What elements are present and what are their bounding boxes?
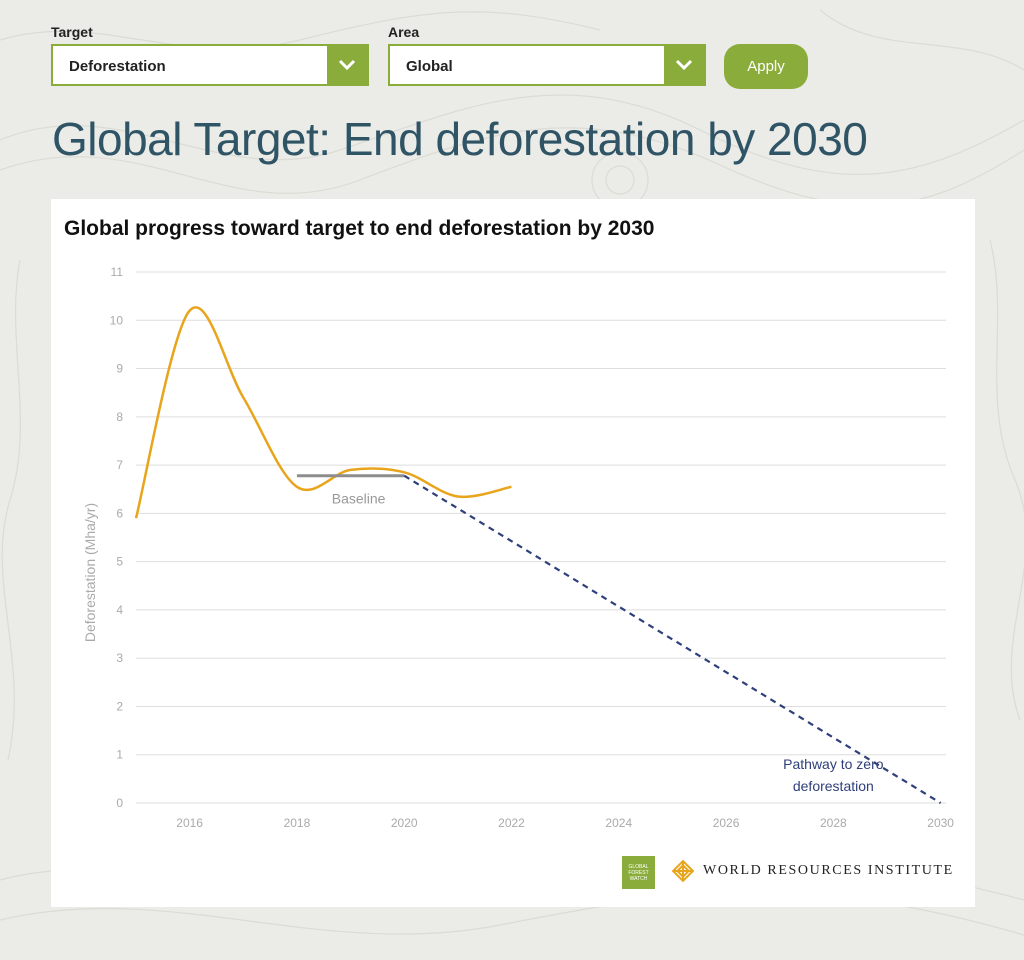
chart-plot: 0 1 2 3 4 5 6 7 8 9 10 11 2016 2018 2020 2022 2024 2026 20…	[82, 265, 954, 830]
y-tick-label: 5	[116, 555, 123, 569]
pathway-annotation: Pathway to zero	[783, 756, 884, 772]
area-dropdown-value: Global	[406, 58, 453, 75]
baseline-annotation: Baseline	[332, 491, 386, 507]
x-tick-label: 2024	[605, 816, 632, 830]
x-tick-label: 2028	[820, 816, 847, 830]
deforestation-series-line	[134, 306, 512, 519]
y-tick-label: 4	[116, 603, 123, 617]
wri-logo-text: WORLD RESOURCES INSTITUTE	[703, 863, 954, 878]
target-dropdown-value: Deforestation	[69, 58, 166, 75]
y-tick-label: 11	[111, 265, 124, 279]
y-axis-label: Deforestation (Mha/yr)	[82, 503, 98, 642]
x-tick-label: 2020	[391, 816, 418, 830]
chevron-down-icon[interactable]	[664, 46, 704, 84]
chart-title: Global progress toward target to end def…	[64, 217, 655, 240]
page-title: Global Target: End deforestation by 2030	[52, 113, 868, 165]
y-tick-label: 3	[116, 651, 123, 665]
y-tick-label: 9	[116, 362, 123, 376]
pathway-to-zero-line	[403, 474, 942, 804]
y-tick-label: 10	[110, 313, 124, 327]
chart-card: Global progress toward target to end def…	[51, 199, 975, 907]
y-tick-label: 0	[116, 796, 123, 810]
world-resources-institute-logo: WORLD RESOURCES INSTITUTE	[672, 860, 954, 882]
y-tick-label: 8	[116, 410, 123, 424]
y-tick-label: 6	[116, 506, 123, 520]
x-tick-label: 2022	[498, 816, 525, 830]
x-tick-label: 2016	[176, 816, 203, 830]
wri-emblem-icon	[672, 860, 694, 882]
global-forest-watch-logo: GLOBAL FOREST WATCH	[622, 856, 655, 889]
area-label: Area	[388, 24, 420, 40]
x-tick-label: 2018	[284, 816, 311, 830]
y-tick-label: 7	[116, 458, 123, 472]
area-dropdown[interactable]: Global	[388, 44, 706, 86]
apply-button[interactable]: Apply	[724, 44, 808, 89]
chevron-down-icon[interactable]	[327, 46, 367, 84]
y-tick-label: 2	[116, 699, 123, 713]
x-tick-label: 2026	[713, 816, 740, 830]
pathway-annotation: deforestation	[793, 778, 874, 794]
x-tick-label: 2030	[927, 816, 954, 830]
target-dropdown[interactable]: Deforestation	[51, 44, 369, 86]
y-tick-label: 1	[116, 748, 123, 762]
target-label: Target	[51, 24, 93, 40]
